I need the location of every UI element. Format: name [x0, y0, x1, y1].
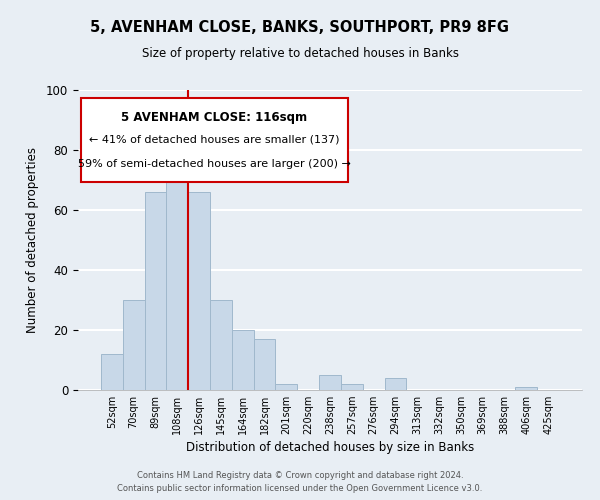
Text: 5 AVENHAM CLOSE: 116sqm: 5 AVENHAM CLOSE: 116sqm	[121, 111, 307, 124]
Text: Contains HM Land Registry data © Crown copyright and database right 2024.: Contains HM Land Registry data © Crown c…	[137, 470, 463, 480]
Bar	[101, 354, 123, 390]
Text: Size of property relative to detached houses in Banks: Size of property relative to detached ho…	[142, 48, 458, 60]
Bar	[145, 192, 166, 390]
Bar	[319, 375, 341, 390]
Bar	[166, 138, 188, 390]
X-axis label: Distribution of detached houses by size in Banks: Distribution of detached houses by size …	[186, 442, 474, 454]
Text: Contains public sector information licensed under the Open Government Licence v3: Contains public sector information licen…	[118, 484, 482, 493]
Text: 59% of semi-detached houses are larger (200) →: 59% of semi-detached houses are larger (…	[77, 159, 350, 169]
Bar	[188, 192, 210, 390]
Y-axis label: Number of detached properties: Number of detached properties	[26, 147, 39, 333]
Text: 5, AVENHAM CLOSE, BANKS, SOUTHPORT, PR9 8FG: 5, AVENHAM CLOSE, BANKS, SOUTHPORT, PR9 …	[91, 20, 509, 35]
Bar	[341, 384, 363, 390]
Text: ← 41% of detached houses are smaller (137): ← 41% of detached houses are smaller (13…	[89, 135, 340, 145]
Bar	[254, 339, 275, 390]
Bar	[210, 300, 232, 390]
FancyBboxPatch shape	[80, 98, 347, 182]
Bar	[515, 387, 537, 390]
Bar	[385, 378, 406, 390]
Bar	[123, 300, 145, 390]
Bar	[275, 384, 297, 390]
Bar	[232, 330, 254, 390]
